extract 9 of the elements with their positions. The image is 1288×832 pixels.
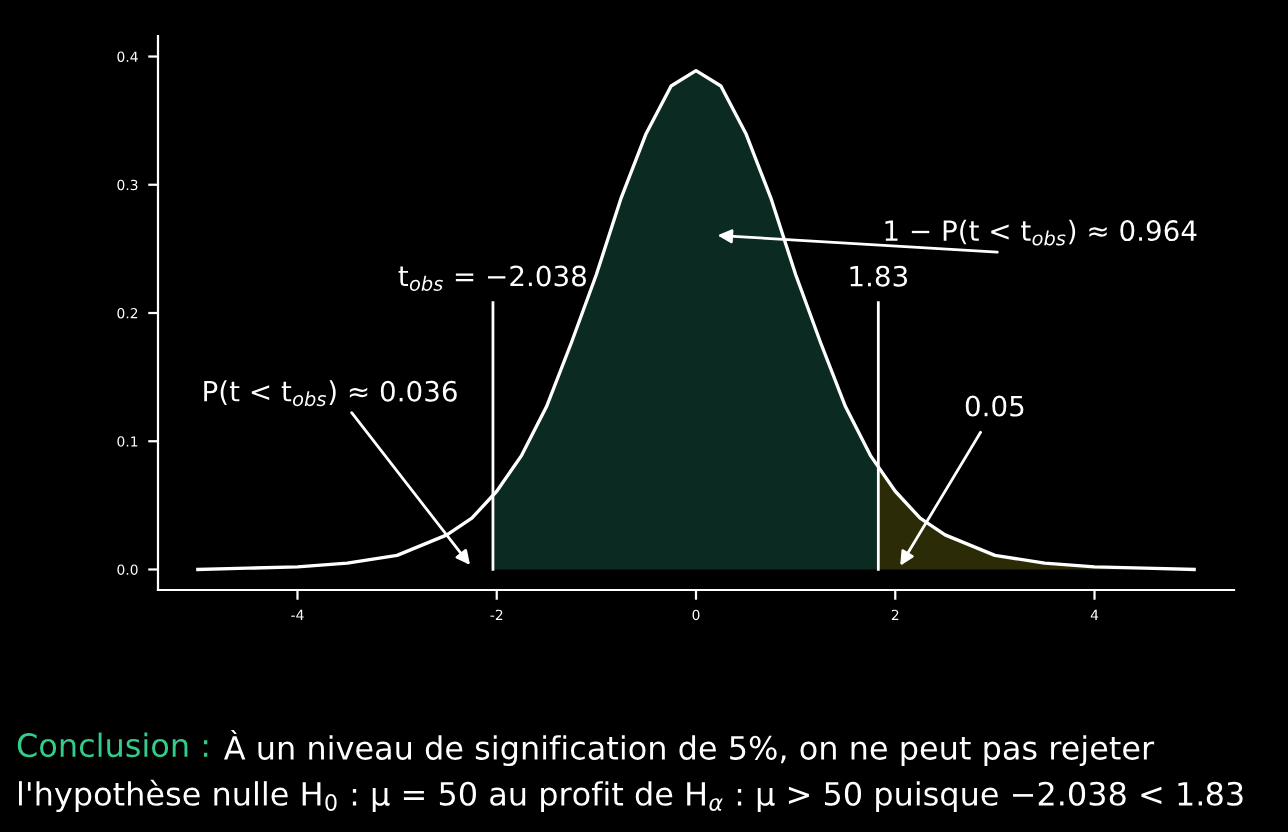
- ref-line-label: 1.83: [850, 265, 908, 287]
- text: Conclusion :: [17, 732, 208, 758]
- annotation: P(t < t$_{obs}$) ≈ 0.036: [204, 380, 457, 407]
- line-series: [196, 68, 1196, 572]
- ref-line-label: t$_{obs}$ = −2.038: [398, 265, 586, 291]
- text: À un niveau de signification de 5%, on ne peut pas rejeter: [224, 729, 1155, 767]
- annotation: 1 − P(t < t$_{obs}$) ≈ 0.964: [885, 219, 1197, 246]
- annotation: 0.05: [965, 395, 1024, 417]
- text: l'hypothèse nulle H$_{0}$ : μ = 50 au profit de H$_{α}$ : μ > 50 puisque −2.038 < 1.83: [19, 779, 1243, 813]
